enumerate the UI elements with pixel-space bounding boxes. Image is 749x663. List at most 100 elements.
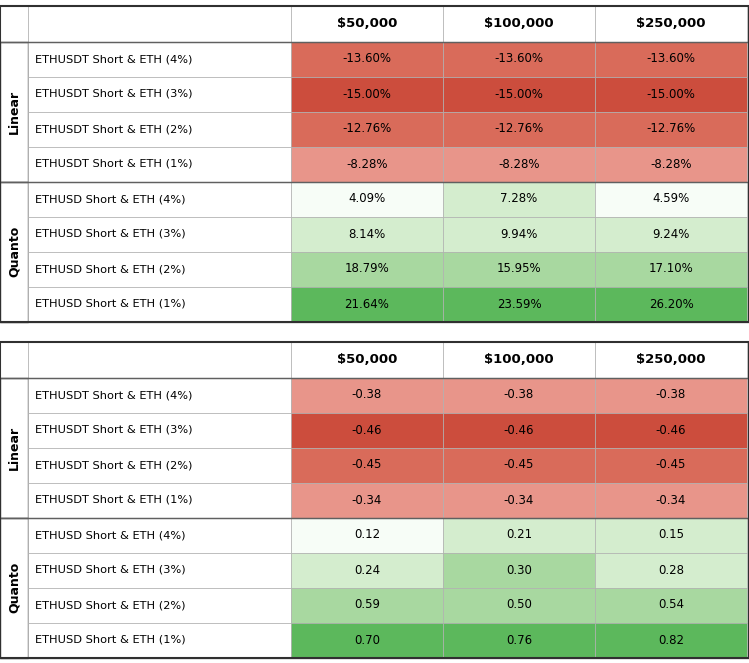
- Text: -13.60%: -13.60%: [342, 52, 392, 66]
- Text: ETHUSD Short & ETH (1%): ETHUSD Short & ETH (1%): [35, 299, 186, 309]
- Text: -12.76%: -12.76%: [494, 123, 544, 135]
- Text: -0.38: -0.38: [656, 389, 686, 402]
- Bar: [28, 217, 291, 251]
- Text: Quanto: Quanto: [7, 226, 20, 277]
- Bar: [291, 217, 443, 251]
- Text: 9.24%: 9.24%: [652, 227, 690, 241]
- Bar: [291, 182, 443, 217]
- Text: 0.12: 0.12: [354, 528, 380, 542]
- Bar: [28, 147, 291, 182]
- Bar: [291, 518, 443, 552]
- Bar: [443, 42, 595, 76]
- Text: ETHUSD Short & ETH (4%): ETHUSD Short & ETH (4%): [35, 530, 186, 540]
- Text: ETHUSDT Short & ETH (1%): ETHUSDT Short & ETH (1%): [35, 159, 192, 169]
- Text: -0.34: -0.34: [352, 493, 382, 507]
- Bar: [443, 76, 595, 111]
- Text: $250,000: $250,000: [636, 17, 706, 30]
- Bar: [595, 251, 747, 286]
- Bar: [28, 76, 291, 111]
- Text: -0.34: -0.34: [504, 493, 534, 507]
- Text: ETHUSDT Short & ETH (3%): ETHUSDT Short & ETH (3%): [35, 89, 192, 99]
- Bar: [28, 448, 291, 483]
- Text: -12.76%: -12.76%: [646, 123, 696, 135]
- Text: 7.28%: 7.28%: [500, 192, 538, 206]
- Bar: [443, 217, 595, 251]
- Bar: [0, 42, 28, 182]
- Bar: [291, 587, 443, 623]
- Bar: [0, 182, 28, 322]
- Bar: [291, 377, 443, 412]
- Text: 0.30: 0.30: [506, 564, 532, 577]
- Bar: [595, 42, 747, 76]
- Text: ETHUSD Short & ETH (4%): ETHUSD Short & ETH (4%): [35, 194, 186, 204]
- Text: ETHUSDT Short & ETH (3%): ETHUSDT Short & ETH (3%): [35, 425, 192, 435]
- Text: -0.38: -0.38: [504, 389, 534, 402]
- Bar: [443, 182, 595, 217]
- Text: 0.15: 0.15: [658, 528, 684, 542]
- Bar: [595, 623, 747, 658]
- Text: ETHUSD Short & ETH (2%): ETHUSD Short & ETH (2%): [35, 600, 186, 610]
- Bar: [291, 147, 443, 182]
- Bar: [443, 251, 595, 286]
- Text: -0.38: -0.38: [352, 389, 382, 402]
- Bar: [28, 286, 291, 322]
- Bar: [28, 623, 291, 658]
- Bar: [291, 42, 443, 76]
- Bar: [443, 518, 595, 552]
- Bar: [0, 518, 28, 658]
- Text: 0.50: 0.50: [506, 599, 532, 611]
- Text: $50,000: $50,000: [337, 353, 397, 366]
- Text: -15.00%: -15.00%: [342, 88, 392, 101]
- Text: 8.14%: 8.14%: [348, 227, 386, 241]
- Text: -0.46: -0.46: [656, 424, 686, 436]
- Bar: [595, 182, 747, 217]
- Text: 0.59: 0.59: [354, 599, 380, 611]
- Bar: [595, 377, 747, 412]
- Text: 0.28: 0.28: [658, 564, 684, 577]
- Text: $250,000: $250,000: [636, 353, 706, 366]
- Bar: [28, 251, 291, 286]
- Bar: [28, 42, 291, 76]
- Text: -15.00%: -15.00%: [494, 88, 544, 101]
- Text: -13.60%: -13.60%: [646, 52, 696, 66]
- Text: ETHUSDT Short & ETH (4%): ETHUSDT Short & ETH (4%): [35, 54, 192, 64]
- Text: $100,000: $100,000: [484, 353, 554, 366]
- Text: 4.09%: 4.09%: [348, 192, 386, 206]
- Text: -13.60%: -13.60%: [494, 52, 544, 66]
- Bar: [291, 552, 443, 587]
- Text: ETHUSDT Short & ETH (2%): ETHUSDT Short & ETH (2%): [35, 124, 192, 134]
- Text: -12.76%: -12.76%: [342, 123, 392, 135]
- Text: $100,000: $100,000: [484, 17, 554, 30]
- Text: -0.46: -0.46: [504, 424, 534, 436]
- Text: 15.95%: 15.95%: [497, 263, 542, 276]
- Bar: [595, 552, 747, 587]
- Text: -15.00%: -15.00%: [646, 88, 695, 101]
- Bar: [595, 412, 747, 448]
- Bar: [291, 76, 443, 111]
- Bar: [28, 377, 291, 412]
- Bar: [595, 111, 747, 147]
- Bar: [291, 341, 443, 377]
- Bar: [595, 286, 747, 322]
- Bar: [443, 483, 595, 518]
- Bar: [28, 182, 291, 217]
- Bar: [443, 286, 595, 322]
- Text: ETHUSDT Short & ETH (2%): ETHUSDT Short & ETH (2%): [35, 460, 192, 470]
- Bar: [28, 587, 291, 623]
- Text: 17.10%: 17.10%: [649, 263, 694, 276]
- Bar: [595, 5, 747, 42]
- Text: $50,000: $50,000: [337, 17, 397, 30]
- Bar: [28, 341, 291, 377]
- Bar: [0, 5, 28, 42]
- Text: -0.46: -0.46: [352, 424, 382, 436]
- Bar: [595, 147, 747, 182]
- Text: -8.28%: -8.28%: [498, 158, 540, 170]
- Text: ETHUSD Short & ETH (1%): ETHUSD Short & ETH (1%): [35, 635, 186, 645]
- Bar: [28, 111, 291, 147]
- Bar: [291, 111, 443, 147]
- Text: -8.28%: -8.28%: [346, 158, 388, 170]
- Text: 0.24: 0.24: [354, 564, 380, 577]
- Bar: [595, 341, 747, 377]
- Bar: [443, 5, 595, 42]
- Bar: [0, 377, 28, 518]
